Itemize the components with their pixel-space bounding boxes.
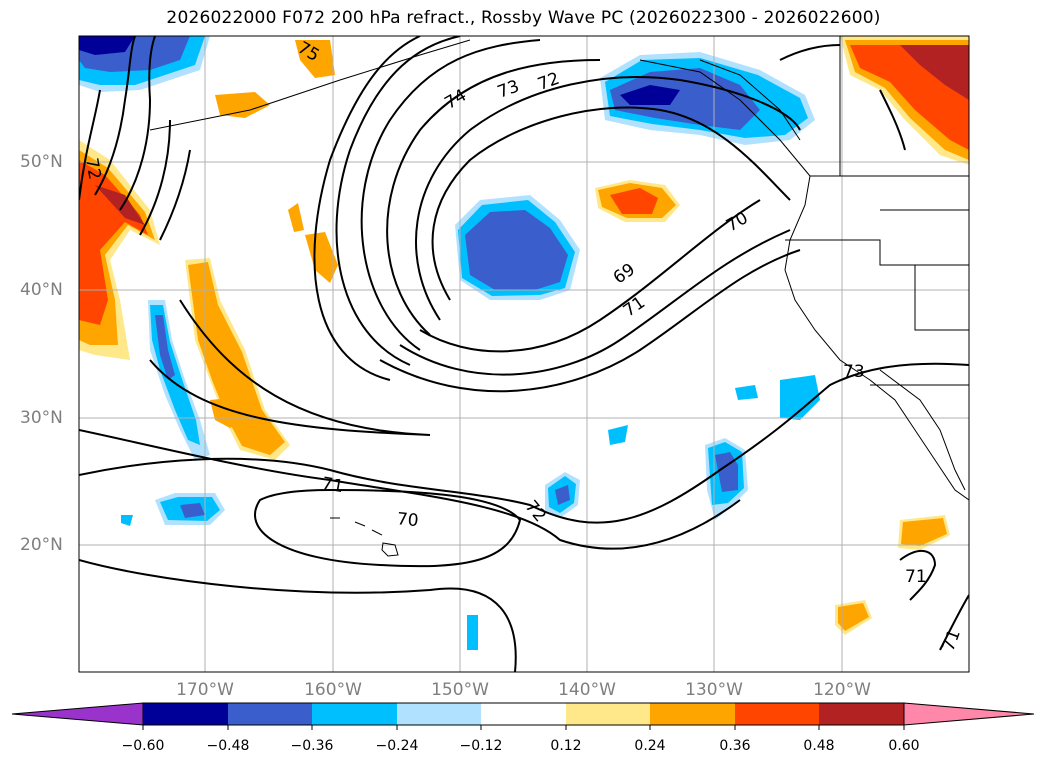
lon-label: 130°W [685,680,743,700]
colorbar-tick-label: −0.12 [459,738,503,754]
colorbar-tick-label: −0.24 [375,738,419,754]
lon-label: 140°W [558,680,616,700]
contour-label: 72 [81,156,104,181]
contour-label: 71 [939,627,965,654]
lon-label: 170°W [176,680,234,700]
lon-label: 120°W [813,680,871,700]
colorbar-tick-label: 0.48 [803,738,835,754]
shaded-fields [79,36,969,672]
colorbar-tick-label: 0.36 [719,738,751,754]
plot-frame [78,35,970,673]
colorbar [11,702,1035,730]
lat-label: 40°N [20,280,63,300]
lat-label: 20°N [20,535,63,555]
lon-label: 150°W [431,680,489,700]
contour-label: 71 [620,293,649,322]
plot-title: 2026022000 F072 200 hPa refract., Rossby… [166,8,881,28]
colorbar-tick-label: 0.24 [634,738,666,754]
lon-label: 160°W [304,680,362,700]
contour-label: 70 [723,208,752,236]
colorbar-tick-label: −0.60 [121,738,165,754]
contour-label: 71 [905,567,927,587]
colorbar-tick-label: 0.12 [550,738,582,754]
colorbar-tick-label: 0.60 [888,738,920,754]
lat-label: 50°N [20,152,63,172]
contour-label: 70 [396,509,419,531]
coastlines [149,36,969,501]
contour-lines [79,36,969,672]
contour-label: 71 [320,474,345,497]
hawaii-islands [330,517,399,557]
contour-label: 73 [843,362,865,382]
graticule [79,36,969,672]
contour-label: 73 [495,77,522,103]
colorbar-tick-label: −0.36 [290,738,334,754]
contour-label: 72 [535,69,562,95]
contour-label: 69 [610,260,639,289]
colorbar-tick-label: −0.48 [206,738,250,754]
lat-label: 30°N [20,408,63,428]
